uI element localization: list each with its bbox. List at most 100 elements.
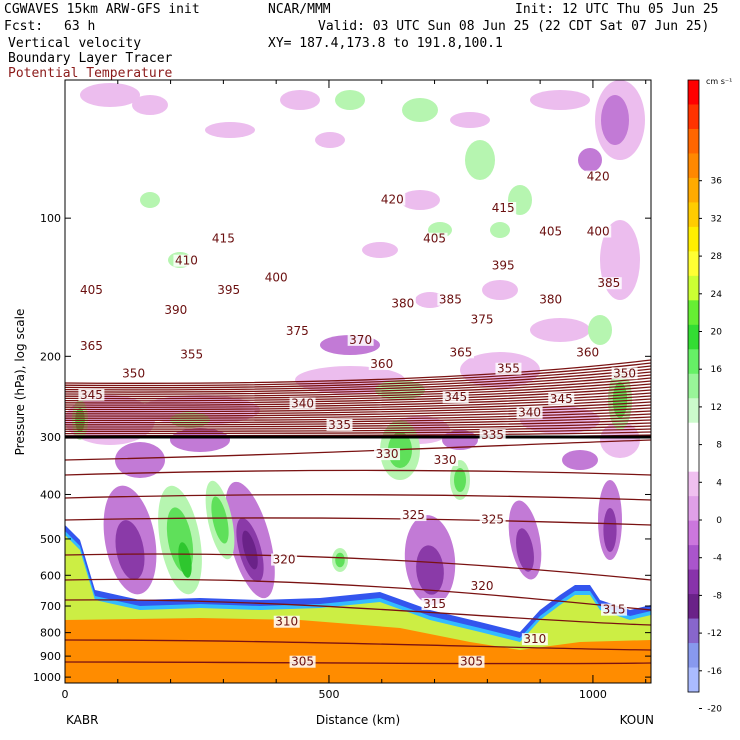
- theta-label: 325: [481, 512, 504, 526]
- theta-label-bg: [271, 553, 298, 566]
- theta-contours: [65, 359, 651, 665]
- theta-label: 365: [80, 339, 103, 353]
- theta-label-bg: [210, 232, 237, 245]
- theta-contour: [65, 422, 651, 430]
- downdraft-strong: [603, 508, 617, 552]
- updraft-light: [465, 140, 495, 180]
- colorbar-cell: [688, 202, 699, 228]
- tracer-orange-base: [65, 667, 651, 683]
- updraft-light: [140, 192, 160, 208]
- theta-label: 370: [349, 333, 372, 347]
- y-axis-title: Pressure (hPa), log scale: [13, 309, 27, 456]
- colorbar-cell: [688, 177, 699, 203]
- colorbar-label: 28: [711, 252, 723, 262]
- theta-label: 365: [449, 345, 472, 359]
- theta-label: 385: [439, 293, 462, 307]
- colorbar-label: 12: [711, 403, 722, 413]
- theta-label: 415: [212, 232, 235, 246]
- theta-label: 325: [402, 508, 425, 522]
- colorbar-label: 32: [711, 214, 722, 224]
- colorbar-cell: [688, 545, 699, 571]
- theta-label-bg: [284, 325, 311, 338]
- y-tick-label: 200: [40, 350, 61, 363]
- colorbar-cell: [688, 104, 699, 130]
- theta-label: 320: [273, 553, 296, 567]
- theta-contour: [65, 392, 651, 408]
- right-endpoint-label: KOUN: [620, 713, 654, 727]
- theta-label-bg: [389, 297, 416, 310]
- theta-label-bg: [611, 367, 638, 380]
- theta-label: 380: [391, 297, 414, 311]
- model-title: CGWAVES 15km ARW-GFS init: [4, 2, 200, 17]
- theta-label-bg: [601, 603, 628, 616]
- theta-label: 390: [164, 303, 187, 317]
- downdraft-light: [530, 318, 590, 342]
- downdraft-light: [362, 242, 398, 258]
- theta-label-bg: [326, 418, 353, 431]
- colorbar-cell: [688, 275, 699, 301]
- theta-label-bg: [289, 397, 316, 410]
- theta-contour: [65, 401, 651, 415]
- theta-label-bg: [595, 277, 622, 290]
- updraft-light: [335, 90, 365, 110]
- theta-label: 345: [80, 388, 103, 402]
- theta-contour: [65, 469, 651, 476]
- updraft-light: [490, 222, 510, 238]
- y-tick-label: 400: [40, 488, 61, 501]
- theta-label-bg: [379, 193, 406, 206]
- updraft-light: [402, 98, 438, 122]
- downdraft-light: [315, 132, 345, 148]
- colorbar-cell: [688, 422, 699, 448]
- theta-label-bg: [400, 509, 427, 522]
- colorbar-cell: [688, 324, 699, 350]
- field-label-vertical-velocity: Vertical velocity: [8, 36, 142, 51]
- valid-time: Valid: 03 UTC Sun 08 Jun 25 (22 CDT Sat …: [318, 19, 710, 34]
- theta-label: 415: [492, 201, 515, 215]
- downdraft-light: [482, 280, 518, 300]
- theta-label: 305: [291, 655, 314, 669]
- theta-label-bg: [521, 633, 548, 646]
- xy-endpoints: XY= 187.4,173.8 to 191.8,100.1: [268, 36, 503, 51]
- downdraft-light: [280, 90, 320, 110]
- org-label: NCAR/MMM: [268, 2, 331, 17]
- theta-label-bg: [78, 284, 105, 297]
- x-tick-label: 1000: [579, 688, 607, 701]
- colorbar-cell: [688, 300, 699, 326]
- theta-label: 355: [180, 347, 203, 361]
- theta-label-bg: [516, 406, 543, 419]
- theta-label-bg: [162, 303, 189, 316]
- theta-label: 410: [175, 254, 198, 268]
- colorbar-cell: [688, 349, 699, 375]
- theta-label-bg: [421, 232, 448, 245]
- field-label-tracer: Boundary Layer Tracer: [8, 51, 173, 66]
- downdraft-strong: [115, 520, 145, 580]
- theta-label-bg: [273, 615, 300, 628]
- theta-contour: [65, 383, 651, 402]
- theta-label-bg: [421, 598, 448, 611]
- theta-contour: [65, 359, 651, 384]
- theta-label-bg: [368, 358, 395, 371]
- downdraft-light: [600, 422, 640, 458]
- theta-label: 405: [423, 232, 446, 246]
- theta-contour: [65, 410, 651, 422]
- colorbar-label: 36: [711, 177, 723, 187]
- colorbar-label: 20: [711, 328, 723, 338]
- y-tick-label: 300: [40, 431, 61, 444]
- fcst-label: Fcst:: [4, 19, 44, 34]
- colorbar-label: 8: [716, 441, 722, 451]
- colorbar: 36 32 28 24 20 16 12 8 4 0 -4 -8 -12 -16 -20: [687, 79, 723, 715]
- theta-contour: [65, 389, 651, 406]
- theta-label: 355: [497, 362, 520, 376]
- theta-label: 420: [587, 170, 610, 184]
- theta-label-bg: [374, 448, 401, 461]
- init-time: Init: 12 UTC Thu 05 Jun 25: [515, 2, 719, 17]
- theta-label: 375: [471, 313, 494, 327]
- theta-label: 350: [613, 366, 636, 380]
- theta-contour: [65, 599, 651, 626]
- theta-label-bg: [548, 392, 575, 405]
- downdraft-medium: [578, 148, 602, 172]
- colorbar-cell: [688, 569, 699, 595]
- theta-label-bg: [289, 655, 316, 668]
- theta-label-bg: [437, 293, 464, 306]
- theta-label: 305: [460, 655, 483, 669]
